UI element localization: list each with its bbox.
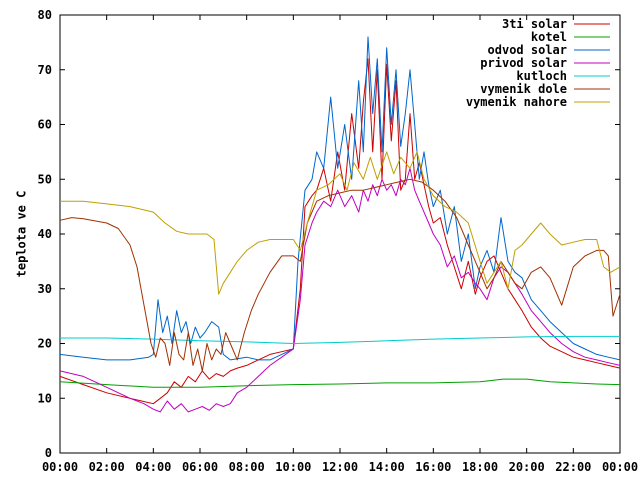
y-tick-label: 80 <box>38 8 52 22</box>
x-tick-label: 04:00 <box>135 460 171 474</box>
x-tick-label: 22:00 <box>555 460 591 474</box>
series-line-5 <box>59 178 621 372</box>
y-axis-label: teplota ve C <box>15 191 29 278</box>
legend-label: kutloch <box>516 69 567 83</box>
y-tick-label: 10 <box>38 391 52 405</box>
legend-label: kotel <box>531 30 567 44</box>
y-tick-label: 30 <box>38 282 52 296</box>
y-tick-label: 20 <box>38 337 52 351</box>
y-tick-label: 40 <box>38 227 52 241</box>
y-axis-ticks: 0 10 20 30 40 50 60 70 80 <box>38 8 620 460</box>
x-tick-label: 10:00 <box>275 460 311 474</box>
series-line-0 <box>59 58 621 405</box>
x-tick-label: 00:00 <box>42 460 78 474</box>
y-tick-label: 70 <box>38 63 52 77</box>
x-tick-label: 00:00 <box>602 460 638 474</box>
x-tick-label: 06:00 <box>182 460 218 474</box>
series-line-2 <box>59 36 621 361</box>
x-tick-label: 08:00 <box>229 460 265 474</box>
series-line-4 <box>60 335 620 344</box>
x-tick-label: 12:00 <box>322 460 358 474</box>
series-line-6 <box>60 151 621 295</box>
x-tick-label: 20:00 <box>509 460 545 474</box>
x-tick-label: 16:00 <box>415 460 451 474</box>
series-lines <box>59 36 621 413</box>
series-line-1 <box>59 378 621 388</box>
legend-label: vymenik dole <box>480 82 567 96</box>
legend-label: vymenik nahore <box>466 95 567 109</box>
y-tick-label: 50 <box>38 172 52 186</box>
legend-label: odvod solar <box>488 43 567 57</box>
legend-label: privod solar <box>480 56 567 70</box>
x-tick-label: 18:00 <box>462 460 498 474</box>
y-tick-label: 0 <box>45 446 52 460</box>
x-tick-label: 14:00 <box>369 460 405 474</box>
legend-label: 3ti solar <box>502 17 567 31</box>
x-tick-label: 02:00 <box>89 460 125 474</box>
y-tick-label: 60 <box>38 118 52 132</box>
x-axis-ticks: 00:00 02:00 04:00 06:00 08:00 10:00 12:00 14:00… <box>42 15 638 474</box>
